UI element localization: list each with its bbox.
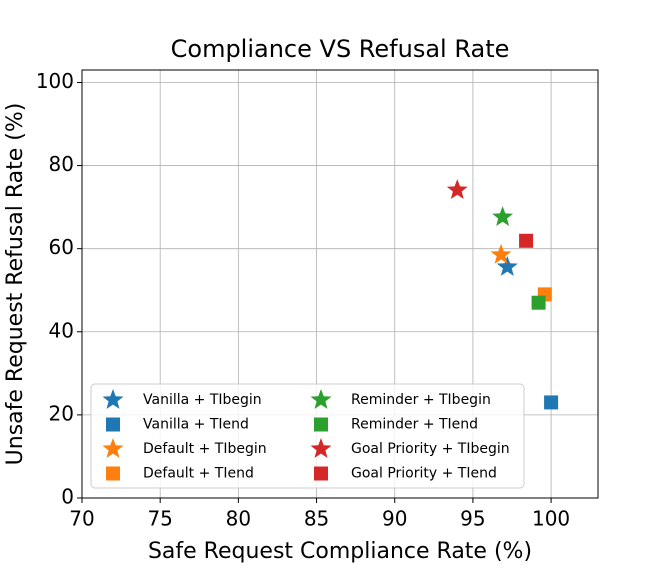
legend-marker bbox=[310, 438, 332, 458]
x-tick-label: 90 bbox=[382, 507, 407, 531]
legend-label: Reminder + TIbegin bbox=[351, 392, 491, 408]
point bbox=[544, 395, 559, 410]
point bbox=[492, 206, 514, 226]
plot-frame bbox=[81, 69, 599, 499]
legend-label: Reminder + TIend bbox=[351, 417, 478, 433]
legend-marker bbox=[102, 438, 124, 458]
legend-label: Default + TIbegin bbox=[143, 441, 267, 457]
legend-label: Vanilla + TIend bbox=[143, 417, 249, 433]
y-tick-label: 0 bbox=[61, 485, 74, 509]
legend-marker bbox=[106, 417, 120, 432]
legend-marker bbox=[106, 466, 120, 481]
x-tick-label: 80 bbox=[226, 507, 251, 531]
legend-label: Goal Priority + TIbegin bbox=[351, 441, 510, 457]
point bbox=[531, 295, 546, 310]
legend-marker bbox=[314, 466, 328, 481]
legend-box bbox=[90, 383, 525, 489]
y-tick-label: 20 bbox=[49, 401, 74, 425]
legend-label: Goal Priority + TIend bbox=[351, 466, 497, 482]
point bbox=[519, 233, 534, 248]
chart-title: Compliance VS Refusal Rate bbox=[171, 35, 510, 63]
y-axis-label: Unsafe Request Refusal Rate (%) bbox=[3, 103, 28, 466]
x-tick-label: 85 bbox=[304, 507, 329, 531]
y-tick-label: 80 bbox=[49, 152, 74, 176]
y-tick-label: 60 bbox=[49, 235, 74, 259]
y-tick-label: 40 bbox=[49, 318, 74, 342]
x-tick-label: 75 bbox=[147, 507, 172, 531]
x-tick-label: 70 bbox=[69, 507, 94, 531]
legend-label: Vanilla + TIbegin bbox=[143, 392, 262, 408]
point bbox=[490, 243, 512, 264]
y-tick-label: 100 bbox=[36, 69, 74, 93]
legend-marker bbox=[314, 417, 328, 432]
point bbox=[446, 179, 468, 199]
legend-marker bbox=[310, 389, 332, 409]
point bbox=[496, 256, 518, 276]
legend-label: Default + TIend bbox=[143, 466, 254, 482]
x-axis-label: Safe Request Compliance Rate (%) bbox=[148, 539, 532, 564]
x-tick-label: 95 bbox=[460, 507, 485, 531]
x-tick-label: 100 bbox=[532, 507, 570, 531]
legend-marker bbox=[102, 389, 124, 409]
